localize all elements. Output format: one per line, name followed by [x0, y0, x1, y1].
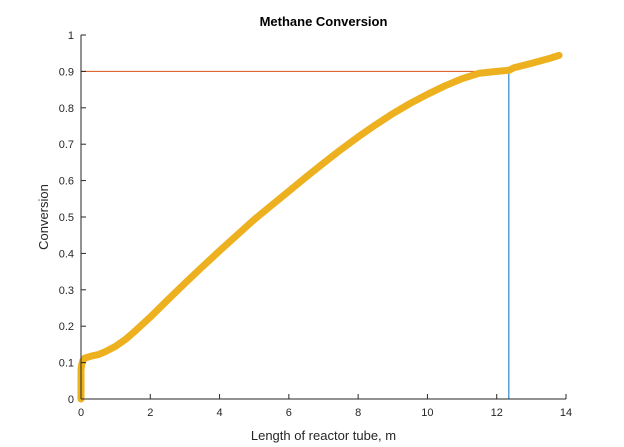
data-point: [528, 60, 535, 67]
data-point: [216, 247, 223, 255]
data-point: [476, 70, 483, 77]
x-tick-label: 0: [78, 407, 84, 419]
data-point: [424, 91, 431, 98]
data-point: [372, 121, 379, 129]
data-point: [505, 67, 513, 74]
y-tick-label: 0.8: [59, 103, 74, 115]
data-point: [545, 55, 552, 62]
x-tick-label: 8: [355, 407, 361, 419]
x-tick-label: 4: [217, 407, 223, 419]
plot-background: [81, 35, 566, 399]
data-point: [95, 351, 102, 358]
x-tick-label: 10: [421, 407, 433, 419]
data-point: [199, 263, 206, 271]
y-tick-label: 0.6: [59, 176, 74, 188]
y-tick-label: 0: [68, 394, 74, 406]
data-point: [251, 216, 258, 223]
data-point: [337, 146, 345, 153]
reference-lines: [81, 70, 510, 399]
data-point: [112, 343, 119, 350]
x-tick-label: 12: [491, 407, 503, 419]
y-tick-label: 1: [68, 30, 74, 42]
y-tick-label: 0.4: [59, 248, 74, 260]
y-tick-label: 0.2: [59, 321, 74, 333]
y-axis-title: Conversion: [36, 184, 51, 250]
data-point: [164, 296, 171, 304]
y-tick-label: 0.3: [59, 285, 74, 297]
data-point: [181, 280, 189, 287]
plot-area: 0 2 4 6 8 10 12 14 0 0.1 0.2 0.3 0.4 0.5 0.6 0.7 0.8 0.9…: [59, 30, 572, 419]
data-point: [458, 75, 466, 82]
x-tick-label: 14: [560, 407, 572, 419]
x-tick-label: 2: [147, 407, 153, 419]
data-point: [285, 187, 293, 195]
x-tick-label: 6: [286, 407, 292, 419]
y-tick-label: 0.1: [59, 358, 74, 370]
data-point: [233, 232, 241, 239]
data-point: [88, 352, 95, 360]
data-point: [268, 202, 275, 209]
y-ticks: 0 0.1 0.2 0.3 0.4 0.5 0.6 0.7 0.8 0.9 1: [59, 30, 86, 406]
data-point: [133, 326, 140, 334]
data-point: [122, 335, 130, 343]
data-point: [441, 82, 448, 90]
data-point: [389, 110, 396, 117]
data-point: [555, 52, 563, 59]
y-tick-label: 0.9: [59, 66, 74, 78]
y-tick-label: 0.5: [59, 212, 74, 224]
x-ticks: 0 2 4 6 8 10 12 14: [78, 394, 572, 419]
data-point: [320, 159, 327, 167]
data-point: [302, 173, 310, 181]
data-point: [354, 133, 362, 141]
data-point: [406, 100, 414, 107]
x-axis-title: Length of reactor tube, m: [251, 428, 396, 443]
data-point: [102, 348, 109, 355]
data-point: [510, 64, 518, 71]
data-point: [493, 68, 500, 75]
data-point: [147, 313, 154, 321]
chart-title: Methane Conversion: [260, 14, 388, 29]
y-tick-label: 0.7: [59, 139, 74, 151]
